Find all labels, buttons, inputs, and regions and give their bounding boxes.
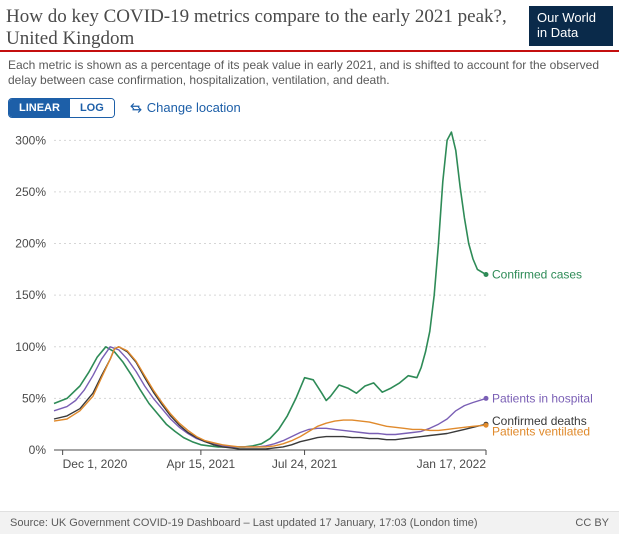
svg-text:250%: 250% (15, 185, 46, 199)
svg-text:Apr 15, 2021: Apr 15, 2021 (167, 457, 236, 471)
svg-text:100%: 100% (15, 339, 46, 353)
scale-toggle: LINEAR LOG (8, 98, 115, 118)
series-label: Patients in hospital (492, 391, 593, 405)
log-button[interactable]: LOG (70, 99, 114, 117)
owid-logo: Our World in Data (529, 6, 613, 46)
svg-text:Jan 17, 2022: Jan 17, 2022 (417, 457, 487, 471)
footer: Source: UK Government COVID-19 Dashboard… (0, 511, 619, 534)
series-label: Confirmed cases (492, 267, 582, 281)
series-label: Patients ventilated (492, 424, 590, 438)
svg-text:50%: 50% (22, 391, 46, 405)
change-location-link[interactable]: Change location (129, 100, 241, 115)
subtitle: Each metric is shown as a percentage of … (0, 52, 619, 92)
chart-area: 0% 50% 100% 150% 200% 250% 300% Dec 1, 2020 Apr … (0, 122, 619, 492)
logo-line-1: Our World (537, 11, 605, 26)
line-chart: 0% 50% 100% 150% 200% 250% 300% Dec 1, 2020 Apr … (0, 122, 619, 492)
logo-line-2: in Data (537, 26, 605, 41)
svg-text:200%: 200% (15, 236, 46, 250)
svg-text:0%: 0% (29, 443, 47, 457)
svg-text:300%: 300% (15, 133, 46, 147)
series-confirmed-cases (54, 132, 486, 447)
license-text: CC BY (575, 517, 609, 529)
chart-controls: LINEAR LOG Change location (0, 92, 619, 122)
linear-button[interactable]: LINEAR (9, 99, 70, 117)
svg-text:Jul 24, 2021: Jul 24, 2021 (272, 457, 338, 471)
series-patients-in-hospital (54, 346, 486, 446)
source-text: Source: UK Government COVID-19 Dashboard… (10, 517, 478, 529)
change-location-label: Change location (147, 100, 241, 115)
svg-text:150%: 150% (15, 288, 46, 302)
swap-icon (129, 101, 143, 115)
page-title: How do key COVID-19 metrics compare to t… (6, 6, 521, 50)
svg-text:Dec 1, 2020: Dec 1, 2020 (63, 457, 128, 471)
header: How do key COVID-19 metrics compare to t… (0, 0, 619, 52)
